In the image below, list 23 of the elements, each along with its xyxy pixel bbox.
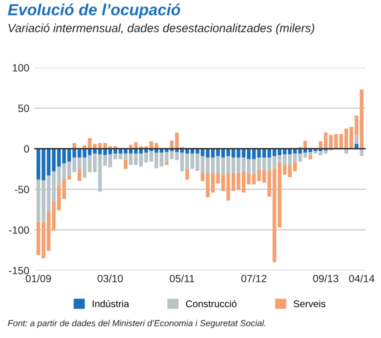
y-tick-label: -150 bbox=[9, 266, 30, 274]
y-tick-label: -50 bbox=[14, 186, 30, 194]
x-tick-label: 05/11 bbox=[170, 274, 194, 282]
y-tick-label: 50 bbox=[18, 104, 30, 112]
y-tick-label: -100 bbox=[9, 226, 30, 234]
chart-subtitle: Variació intermensual, dades desestacionalitzades (milers) bbox=[8, 23, 314, 35]
bar bbox=[78, 169, 82, 182]
x-tick-label: 01/09 bbox=[26, 274, 51, 282]
text: Font: a partir de dades del Ministeri d’Economia i Seguretat Social. bbox=[8, 320, 266, 328]
legend-label: Serveis bbox=[294, 300, 326, 308]
y-tick-label: 100 bbox=[12, 64, 30, 72]
bar bbox=[185, 169, 190, 180]
bar bbox=[354, 134, 358, 144]
bar bbox=[308, 155, 312, 160]
y-tick-label: 0 bbox=[24, 145, 30, 153]
x-tick-label: 09/13 bbox=[313, 274, 338, 282]
x-tick-label: 04/14 bbox=[349, 274, 374, 282]
x-tick-label: 03/10 bbox=[98, 274, 123, 282]
legend-label: Indústria bbox=[92, 300, 130, 308]
x-tick-label: 07/12 bbox=[241, 274, 266, 282]
chart-title: Evolució de l’ocupació bbox=[8, 3, 180, 19]
legend-label: Construcció bbox=[186, 300, 236, 308]
bar bbox=[124, 159, 128, 169]
